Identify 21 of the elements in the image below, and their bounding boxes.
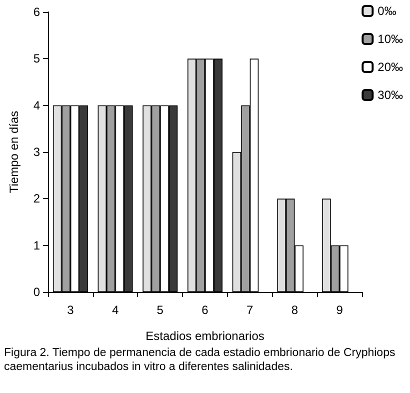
text: Figura 2. Tiempo de permanencia de cada estadio embrionario de Cryphiops caementarius incubados in vitro a diferentes salinidades. <box>4 346 396 374</box>
legend-label: 10‰ <box>378 32 404 46</box>
y-tick-label: 2 <box>33 192 40 206</box>
y-tick-label: 0 <box>33 285 40 299</box>
x-tick-label: 8 <box>291 303 298 317</box>
y-tick-label: 3 <box>33 145 40 159</box>
x-tick-label: 9 <box>336 303 344 317</box>
y-tick-label: 4 <box>33 98 40 112</box>
legend-label: 0‰ <box>378 4 396 18</box>
legend-label: 30‰ <box>378 88 404 102</box>
y-axis-title: Tiempo en días <box>7 110 21 194</box>
x-tick-label: 7 <box>246 303 254 317</box>
legend-label: 20‰ <box>378 60 404 74</box>
y-tick-label: 5 <box>33 52 40 66</box>
x-axis-title: Estadios embrionarios <box>146 329 264 343</box>
y-tick-label: 6 <box>33 5 40 19</box>
x-tick-label: 3 <box>67 303 74 317</box>
x-tick-label: 4 <box>112 303 119 317</box>
x-tick-label: 6 <box>202 303 209 317</box>
y-tick-label: 1 <box>33 238 40 252</box>
x-tick-label: 5 <box>156 303 164 317</box>
